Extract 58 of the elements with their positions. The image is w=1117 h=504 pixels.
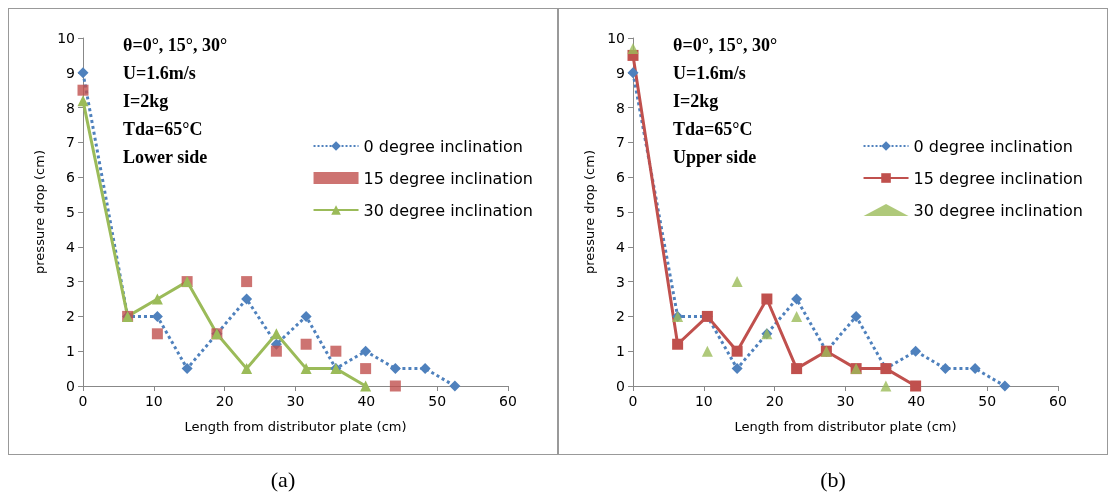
- y-tick-label: 7: [616, 134, 625, 151]
- y-tick-label: 1: [66, 343, 75, 360]
- x-tick-label: 60: [1049, 393, 1067, 409]
- y-tick-label: 7: [66, 134, 75, 151]
- y-tick-label: 2: [616, 308, 625, 325]
- annotation: I=2kg: [673, 91, 719, 111]
- x-tick-label: 50: [428, 393, 447, 409]
- x-tick-label: 50: [978, 393, 997, 409]
- y-tick-label: 5: [66, 204, 75, 220]
- y-tick-label: 10: [57, 30, 75, 46]
- x-tick-label: 30: [286, 393, 305, 409]
- y-tick-label: 6: [66, 169, 76, 186]
- legend-label: 30 degree inclination: [363, 200, 533, 220]
- x-tick-label: 30: [836, 393, 855, 409]
- y-tick-label: 4: [616, 238, 626, 255]
- y-tick-label: 10: [607, 30, 625, 46]
- x-tick-label: 40: [357, 393, 376, 409]
- y-axis-title: pressure drop (cm): [582, 150, 598, 274]
- y-tick-label: 0: [66, 378, 75, 394]
- legend-label: 15 degree inclination: [363, 168, 533, 188]
- text: (b): [820, 466, 846, 492]
- x-tick-label: 10: [144, 393, 163, 409]
- annotation: Tda=65°C: [123, 119, 203, 139]
- legend-label: 30 degree inclination: [913, 200, 1083, 220]
- y-tick-label: 3: [66, 273, 75, 290]
- annotation: θ=0°, 15°, 30°: [673, 35, 778, 55]
- legend-label: 0 degree inclination: [913, 136, 1073, 156]
- x-axis-title: Length from distributor plate (cm): [734, 419, 957, 434]
- x-tick-label: 40: [907, 393, 926, 409]
- annotation: U=1.6m/s: [673, 63, 746, 83]
- annotation: U=1.6m/s: [123, 63, 196, 83]
- y-tick-label: 2: [66, 308, 75, 325]
- y-axis-title: pressure drop (cm): [32, 150, 48, 274]
- x-tick-label: 10: [694, 393, 713, 409]
- y-tick-label: 5: [616, 204, 625, 220]
- y-tick-label: 9: [66, 64, 75, 81]
- y-tick-label: 8: [66, 99, 75, 116]
- x-tick-label: 20: [215, 393, 234, 409]
- y-tick-label: 8: [616, 99, 625, 116]
- x-tick-label: 20: [765, 393, 784, 409]
- annotation: Tda=65°C: [673, 119, 753, 139]
- y-tick-label: 9: [616, 64, 625, 81]
- annotation: I=2kg: [123, 91, 169, 111]
- annotation: θ=0°, 15°, 30°: [123, 35, 228, 55]
- y-tick-label: 3: [616, 273, 625, 290]
- x-tick-label: 60: [499, 393, 517, 409]
- x-tick-label: 0: [628, 393, 638, 409]
- y-tick-label: 4: [66, 238, 76, 255]
- text: (a): [270, 466, 296, 492]
- x-axis-title: Length from distributor plate (cm): [184, 419, 407, 434]
- y-tick-label: 6: [616, 169, 626, 186]
- legend-label: 15 degree inclination: [913, 168, 1083, 188]
- annotation: Upper side: [673, 147, 757, 167]
- x-tick-label: 0: [78, 393, 88, 409]
- y-tick-label: 0: [616, 378, 625, 394]
- y-tick-label: 1: [616, 343, 625, 360]
- annotation: Lower side: [123, 147, 208, 167]
- legend-label: 0 degree inclination: [363, 136, 523, 156]
